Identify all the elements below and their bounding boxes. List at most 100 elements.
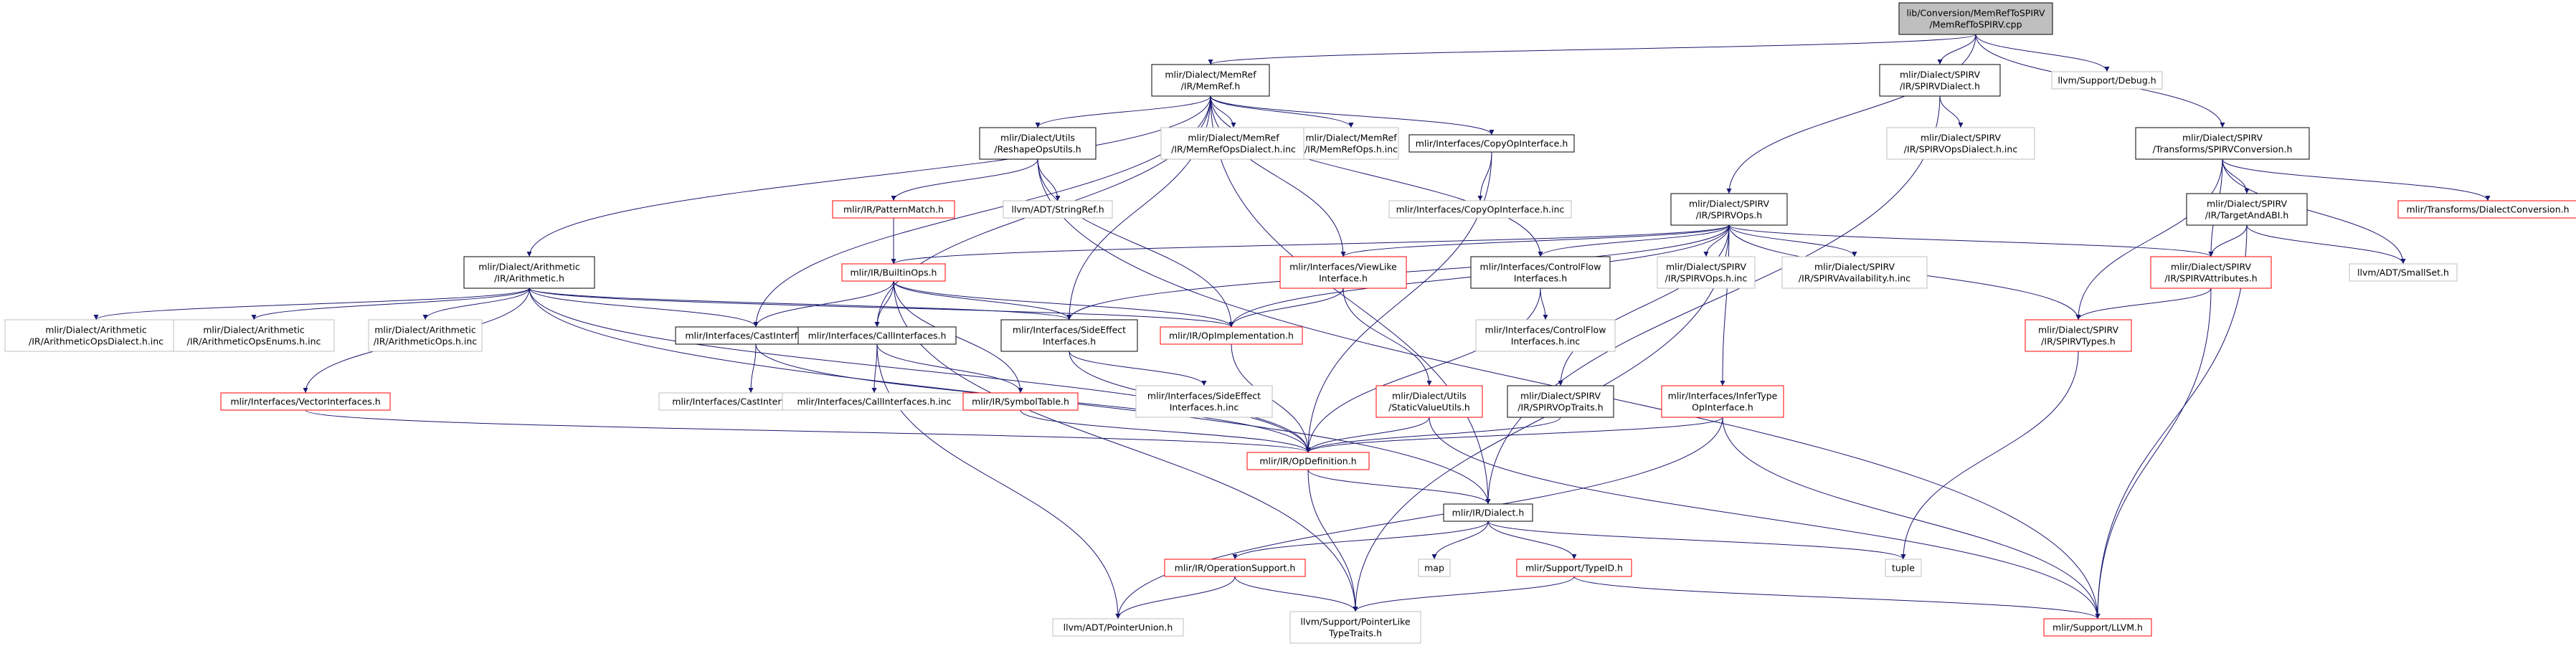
node-spirvoptraits[interactable]: mlir/Dialect/SPIRV/IR/SPIRVOpTraits.h xyxy=(1507,385,1614,418)
edge-staticvalue-to-llvmh xyxy=(1429,417,2101,619)
edge-builtinops-to-sideeffect xyxy=(893,280,1072,320)
edge-memref-to-memrefopsdialect xyxy=(1210,95,1236,128)
node-label: /IR/TargetAndABI.h xyxy=(2205,210,2289,221)
node-staticvalue[interactable]: mlir/Dialect/Utils/StaticValueUtils.h xyxy=(1375,385,1483,418)
edge-staticvalue-to-opdef xyxy=(1305,417,1430,453)
node-targetabi[interactable]: mlir/Dialect/SPIRV/IR/TargetAndABI.h xyxy=(2186,193,2308,226)
node-label: mlir/Dialect/SPIRV xyxy=(1666,262,1747,272)
edge-viewlike-to-opimpl xyxy=(1228,288,1344,328)
node-stringref[interactable]: llvm/ADT/StringRef.h xyxy=(1003,200,1113,219)
node-llvmh[interactable]: mlir/Support/LLVM.h xyxy=(2043,618,2152,637)
node-box xyxy=(979,127,1097,160)
node-spirvavail[interactable]: mlir/Dialect/SPIRV/IR/SPIRVAvailability.… xyxy=(1781,256,1928,289)
node-debug[interactable]: llvm/Support/Debug.h xyxy=(2051,71,2163,90)
node-memrefops[interactable]: mlir/Dialect/MemRef/IR/MemRefOps.h.inc xyxy=(1303,127,1399,160)
edge-builtinops-to-symboltable xyxy=(893,280,1023,394)
edge-memref-to-memrefops xyxy=(1210,95,1354,128)
node-box xyxy=(1781,256,1928,289)
node-label: mlir/Dialect/SPIRV xyxy=(1921,133,2002,143)
node-label: mlir/Dialect/SPIRV xyxy=(1900,70,1981,80)
edge-castif-to-castifinc xyxy=(748,343,757,394)
node-label: /IR/SPIRVOpTraits.h xyxy=(1517,402,1603,413)
node-vectorif[interactable]: mlir/Interfaces/VectorInterfaces.h xyxy=(220,392,391,411)
node-opsupport[interactable]: mlir/IR/OperationSupport.h xyxy=(1164,559,1306,577)
node-label: /StaticValueUtils.h xyxy=(1388,402,1470,413)
edge-targetabi-to-spirvattrs xyxy=(2208,224,2248,257)
node-arith[interactable]: mlir/Dialect/Arithmetic/IR/Arithmetic.h xyxy=(463,256,595,289)
edge-root-to-debug xyxy=(1975,34,2110,72)
edge-spirvattrs-to-spirvtypes xyxy=(2075,288,2212,320)
node-copyopinc[interactable]: mlir/Interfaces/CopyOpInterface.h.inc xyxy=(1388,200,1572,219)
node-dialect[interactable]: mlir/IR/Dialect.h xyxy=(1443,503,1533,522)
edge-opdef-to-pointerlike xyxy=(1307,469,1358,612)
node-box xyxy=(2150,256,2272,289)
node-label: mlir/Dialect/SPIRV xyxy=(2038,325,2119,336)
node-copyop[interactable]: mlir/Interfaces/CopyOpInterface.h xyxy=(1408,134,1575,153)
node-box xyxy=(1289,611,1421,644)
node-patternmatch[interactable]: mlir/IR/PatternMatch.h xyxy=(832,200,955,219)
node-spirvconv[interactable]: mlir/Dialect/SPIRV/Transforms/SPIRVConve… xyxy=(2135,127,2310,160)
node-callif[interactable]: mlir/Interfaces/CallInterfaces.h xyxy=(797,326,957,345)
node-box xyxy=(1151,64,1270,97)
node-label: mlir/Dialect/Arithmetic xyxy=(478,262,580,272)
node-label: lib/Conversion/MemRefToSPIRV xyxy=(1906,8,2045,19)
node-spirvtypes[interactable]: mlir/Dialect/SPIRV/IR/SPIRVTypes.h xyxy=(2025,319,2132,352)
node-tuple[interactable]: tuple xyxy=(1885,559,1922,577)
node-controlflowinc[interactable]: mlir/Interfaces/ControlFlowInterfaces.h.… xyxy=(1475,319,1616,352)
edge-memref-to-viewlike xyxy=(1210,95,1346,257)
node-label: mlir/IR/Dialect.h xyxy=(1452,508,1525,518)
node-label: OpInterface.h xyxy=(1692,402,1753,413)
node-arithops[interactable]: mlir/Dialect/Arithmetic/IR/ArithmeticOps… xyxy=(368,319,483,352)
edge-callif-to-callifinc xyxy=(871,343,878,394)
edge-infertype-to-llvmh xyxy=(1722,417,2101,619)
node-callifinc[interactable]: mlir/Interfaces/CallInterfaces.h.inc xyxy=(782,392,967,411)
edge-root-to-spirvops xyxy=(1726,34,1976,194)
node-sideeffectinc[interactable]: mlir/Interfaces/SideEffectInterfaces.h.i… xyxy=(1135,385,1273,418)
node-box xyxy=(1657,256,1756,289)
node-memrefopsdialect[interactable]: mlir/Dialect/MemRef/IR/MemRefOpsDialect.… xyxy=(1160,127,1307,160)
node-arithdialect[interactable]: mlir/Dialect/Arithmetic/IR/ArithmeticOps… xyxy=(4,319,188,352)
node-label: mlir/Dialect/SPIRV xyxy=(2171,262,2252,272)
edge-spirvoptraits-to-opdef xyxy=(1305,417,1561,453)
node-opimpl[interactable]: mlir/IR/OpImplementation.h xyxy=(1160,326,1303,345)
node-box xyxy=(1246,452,1370,470)
node-reshapeops[interactable]: mlir/Dialect/Utils/ReshapeOpsUtils.h xyxy=(979,127,1097,160)
edge-arith-to-opdef xyxy=(529,288,1311,453)
node-typeid[interactable]: mlir/Support/TypeID.h xyxy=(1516,559,1632,577)
node-label: mlir/Interfaces/ViewLike xyxy=(1289,262,1397,272)
edge-dialect-to-opsupport xyxy=(1232,521,1489,560)
node-spirvattrs[interactable]: mlir/Dialect/SPIRV/IR/SPIRVAttributes.h xyxy=(2150,256,2272,289)
edge-controlflow-to-controlflowinc xyxy=(1540,288,1548,320)
node-label: mlir/Support/TypeID.h xyxy=(1525,563,1623,574)
node-dialectconv[interactable]: mlir/Transforms/DialectConversion.h xyxy=(2397,200,2576,219)
node-map[interactable]: map xyxy=(1418,559,1451,577)
node-symboltable[interactable]: mlir/IR/SymbolTable.h xyxy=(962,392,1079,411)
edge-spirvops-to-spirvoptraits xyxy=(1558,224,1730,386)
node-arithenums[interactable]: mlir/Dialect/Arithmetic/IR/ArithmeticOps… xyxy=(173,319,335,352)
node-spirvopsdialect[interactable]: mlir/Dialect/SPIRV/IR/SPIRVOpsDialect.h.… xyxy=(1886,127,2035,160)
node-spirvops[interactable]: mlir/Dialect/SPIRV/IR/SPIRVOps.h xyxy=(1670,193,1788,226)
node-spirvdialect[interactable]: mlir/Dialect/SPIRV/IR/SPIRVDialect.h xyxy=(1879,64,2001,97)
edge-opsupport-to-pointerlike xyxy=(1234,576,1358,612)
node-label: tuple xyxy=(1892,563,1915,574)
node-box xyxy=(1661,385,1784,418)
node-label: map xyxy=(1424,563,1444,574)
node-box xyxy=(1879,64,2001,97)
node-builtinops[interactable]: mlir/IR/BuiltinOps.h xyxy=(841,263,946,282)
node-spirvopsinc[interactable]: mlir/Dialect/SPIRV/IR/SPIRVOps.h.inc xyxy=(1657,256,1756,289)
edge-dialect-to-map xyxy=(1431,521,1489,560)
node-memref[interactable]: mlir/Dialect/MemRef/IR/MemRef.h xyxy=(1151,64,1270,97)
node-pointerunion[interactable]: llvm/ADT/PointerUnion.h xyxy=(1052,618,1184,637)
node-smallset[interactable]: llvm/ADT/SmallSet.h xyxy=(2349,263,2458,282)
node-label: mlir/Interfaces/CopyOpInterface.h xyxy=(1416,138,1568,149)
node-box xyxy=(1418,559,1451,577)
edge-spirvops-to-controlflow xyxy=(1538,224,1730,257)
node-opdef[interactable]: mlir/IR/OpDefinition.h xyxy=(1246,452,1370,470)
node-label: TypeTraits.h xyxy=(1328,628,1382,639)
edge-spirvops-to-infertype xyxy=(1720,224,1730,386)
